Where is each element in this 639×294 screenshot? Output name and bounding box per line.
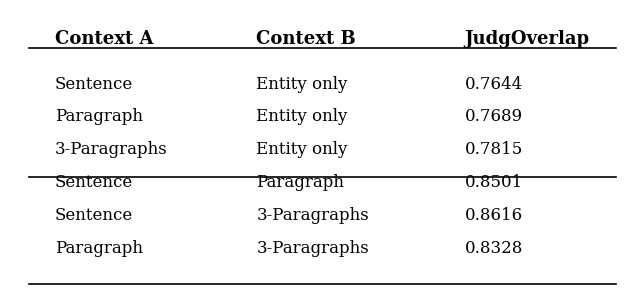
Text: Paragraph: Paragraph — [54, 108, 142, 126]
Text: 0.7689: 0.7689 — [465, 108, 523, 126]
Text: Sentence: Sentence — [54, 207, 133, 224]
Text: Context B: Context B — [256, 30, 356, 48]
Text: Paragraph: Paragraph — [256, 174, 344, 191]
Text: Entity only: Entity only — [256, 108, 348, 126]
Text: 3-Paragraphs: 3-Paragraphs — [54, 141, 167, 158]
Text: 0.8328: 0.8328 — [465, 240, 523, 257]
Text: Entity only: Entity only — [256, 76, 348, 93]
Text: 3-Paragraphs: 3-Paragraphs — [256, 240, 369, 257]
Text: Entity only: Entity only — [256, 141, 348, 158]
Text: 3-Paragraphs: 3-Paragraphs — [256, 207, 369, 224]
Text: Sentence: Sentence — [54, 174, 133, 191]
Text: 0.7644: 0.7644 — [465, 76, 523, 93]
Text: JudgOverlap: JudgOverlap — [465, 30, 590, 48]
Text: Paragraph: Paragraph — [54, 240, 142, 257]
Text: Context A: Context A — [54, 30, 153, 48]
Text: Sentence: Sentence — [54, 76, 133, 93]
Text: 0.8616: 0.8616 — [465, 207, 523, 224]
Text: 0.8501: 0.8501 — [465, 174, 523, 191]
Text: 0.7815: 0.7815 — [465, 141, 523, 158]
